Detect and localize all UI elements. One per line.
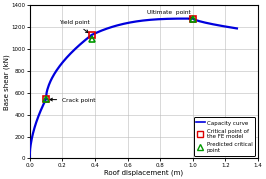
Text: Ultimate  point: Ultimate point [147, 9, 192, 19]
X-axis label: Roof displacement (m): Roof displacement (m) [104, 169, 183, 176]
Y-axis label: Base shear (kN): Base shear (kN) [3, 54, 10, 110]
Text: Crack point: Crack point [50, 98, 96, 103]
Text: Yield point: Yield point [59, 20, 90, 33]
Legend: Capacity curve, Critical point of
the FE model, Predicted critical
point: Capacity curve, Critical point of the FE… [193, 117, 255, 156]
